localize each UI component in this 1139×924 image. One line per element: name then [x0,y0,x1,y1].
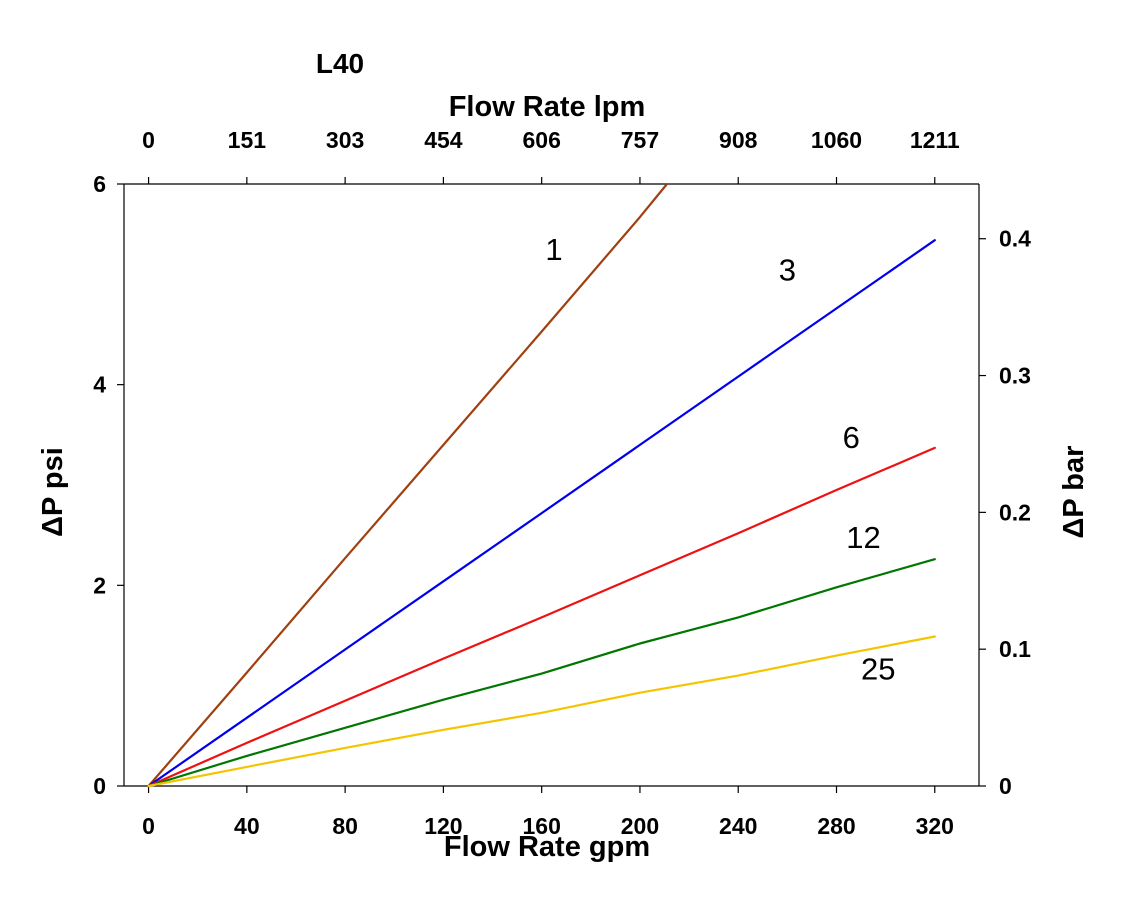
series-line-12 [147,558,936,788]
chart-title: L40 [316,48,364,79]
left-y-axis-title: ΔP psi [37,447,69,537]
bottom-x-tick-label: 280 [817,813,855,839]
right-y-tick-label: 0.2 [999,499,1031,525]
bottom-x-tick-label: 0 [142,813,155,839]
right-y-tick-label: 0.3 [999,363,1031,389]
series-line-3 [147,239,936,788]
series-line-1 [147,182,669,788]
top-x-tick-label: 757 [621,127,659,153]
bottom-x-tick-label: 200 [621,813,659,839]
right-y-tick-label: 0.1 [999,636,1031,662]
chart-series-lines [147,182,936,788]
bottom-x-axis-title: Flow Rate gpm [444,831,650,863]
top-x-tick-label: 454 [424,127,463,153]
left-y-tick-label: 6 [93,171,106,197]
right-y-tick-label: 0.4 [999,226,1031,252]
bottom-x-tick-label: 320 [916,813,954,839]
bottom-x-tick-label: 40 [234,813,260,839]
top-x-tick-label: 0 [142,127,155,153]
top-x-tick-label: 606 [522,127,560,153]
bottom-x-tick-label: 160 [522,813,560,839]
top-x-tick-label: 303 [326,127,364,153]
bottom-x-tick-label: 80 [332,813,358,839]
left-y-tick-label: 2 [93,572,106,598]
chart-series-labels: 1 3 6 12 25 [545,232,895,686]
top-x-axis-title: Flow Rate lpm [449,91,646,123]
bottom-x-tick-label: 120 [424,813,462,839]
top-x-tick-label: 1060 [811,127,862,153]
bottom-x-tick-label: 240 [719,813,757,839]
series-label-12: 12 [846,520,880,555]
top-x-tick-label: 1211 [910,127,960,153]
series-line-25 [147,635,936,788]
top-x-tick-label: 151 [228,127,267,153]
series-label-6: 6 [843,420,860,455]
top-x-tick-label: 908 [719,127,758,153]
left-y-tick-label: 4 [93,372,106,398]
series-label-3: 3 [779,252,796,287]
series-label-25: 25 [861,652,895,687]
series-line-6 [147,446,936,788]
right-y-tick-label: 0 [999,773,1012,799]
chart-ticks [117,177,986,793]
series-label-1: 1 [545,232,562,267]
left-y-tick-label: 0 [93,773,106,799]
right-y-axis-title: ΔP bar [1058,446,1090,539]
